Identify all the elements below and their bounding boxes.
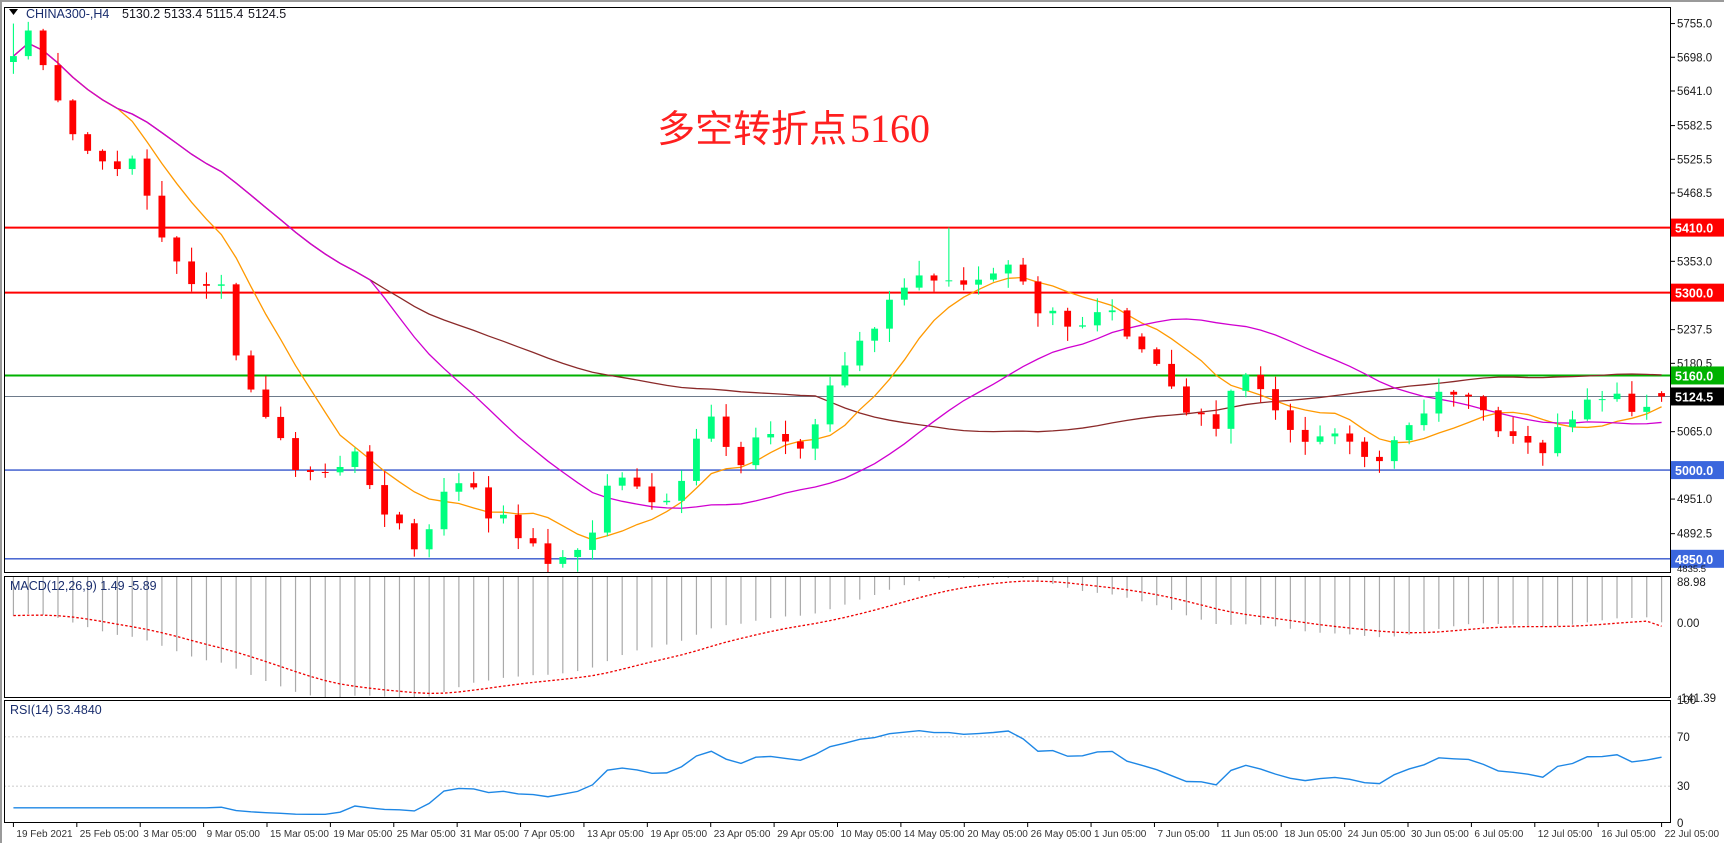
svg-text:5160: 5160 [850,106,930,151]
svg-text:19 Mar 05:00: 19 Mar 05:00 [333,829,392,840]
svg-text:14 May 05:00: 14 May 05:00 [904,829,965,840]
svg-text:10 May 05:00: 10 May 05:00 [841,829,902,840]
svg-text:5237.5: 5237.5 [1677,325,1712,337]
svg-text:5000.0: 5000.0 [1675,464,1713,478]
svg-text:23 Apr 05:00: 23 Apr 05:00 [714,829,771,840]
svg-text:16 Jul 05:00: 16 Jul 05:00 [1601,829,1656,840]
svg-text:9 Mar 05:00: 9 Mar 05:00 [207,829,261,840]
svg-text:6 Jul 05:00: 6 Jul 05:00 [1474,829,1523,840]
svg-text:5133.4: 5133.4 [164,7,202,21]
svg-text:1 Jun 05:00: 1 Jun 05:00 [1094,829,1147,840]
svg-text:RSI(14) 53.4840: RSI(14) 53.4840 [10,703,102,717]
svg-text:3 Mar 05:00: 3 Mar 05:00 [143,829,197,840]
svg-text:24 Jun 05:00: 24 Jun 05:00 [1348,829,1406,840]
svg-text:26 May 05:00: 26 May 05:00 [1031,829,1092,840]
svg-text:20 May 05:00: 20 May 05:00 [967,829,1028,840]
svg-text:30 Jun 05:00: 30 Jun 05:00 [1411,829,1469,840]
svg-text:30: 30 [1677,781,1690,793]
svg-text:18 Jun 05:00: 18 Jun 05:00 [1284,829,1342,840]
svg-text:CHINA300-,H4: CHINA300-,H4 [26,7,109,21]
svg-text:7 Apr 05:00: 7 Apr 05:00 [524,829,576,840]
svg-text:5115.4: 5115.4 [206,7,243,21]
svg-text:5124.5: 5124.5 [248,7,286,21]
svg-text:5124.5: 5124.5 [1675,390,1713,404]
svg-text:12 Jul 05:00: 12 Jul 05:00 [1538,829,1593,840]
svg-text:70: 70 [1677,732,1690,744]
svg-text:22 Jul 05:00: 22 Jul 05:00 [1665,829,1720,840]
svg-text:25 Mar 05:00: 25 Mar 05:00 [397,829,456,840]
svg-text:0.00: 0.00 [1677,618,1699,630]
svg-text:4835.5: 4835.5 [1677,564,1706,575]
svg-text:19 Apr 05:00: 19 Apr 05:00 [650,829,707,840]
svg-text:4951.0: 4951.0 [1677,494,1712,506]
svg-text:5468.5: 5468.5 [1677,188,1712,200]
svg-text:19 Feb 2021: 19 Feb 2021 [16,829,73,840]
svg-text:5160.0: 5160.0 [1675,369,1713,383]
svg-text:29 Apr 05:00: 29 Apr 05:00 [777,829,834,840]
svg-text:5755.0: 5755.0 [1677,19,1712,31]
svg-text:15 Mar 05:00: 15 Mar 05:00 [270,829,329,840]
svg-text:11 Jun 05:00: 11 Jun 05:00 [1221,829,1279,840]
svg-text:5525.5: 5525.5 [1677,154,1712,166]
svg-text:100: 100 [1677,695,1696,707]
svg-text:88.98: 88.98 [1677,577,1706,589]
svg-text:5130.2: 5130.2 [122,7,160,21]
svg-text:5300.0: 5300.0 [1675,287,1713,301]
svg-text:5410.0: 5410.0 [1675,222,1713,236]
svg-text:5641.0: 5641.0 [1677,86,1712,98]
svg-text:4892.5: 4892.5 [1677,529,1712,541]
svg-text:5353.0: 5353.0 [1677,256,1712,268]
svg-text:5698.0: 5698.0 [1677,52,1712,64]
svg-text:31 Mar 05:00: 31 Mar 05:00 [460,829,519,840]
svg-text:13 Apr 05:00: 13 Apr 05:00 [587,829,644,840]
svg-text:MACD(12,26,9) 1.49 -5.89: MACD(12,26,9) 1.49 -5.89 [10,579,157,593]
svg-text:5065.0: 5065.0 [1677,427,1712,439]
svg-text:25 Feb 05:00: 25 Feb 05:00 [80,829,139,840]
svg-text:7 Jun 05:00: 7 Jun 05:00 [1157,829,1210,840]
svg-text:多空转折点: 多空转折点 [657,98,847,153]
svg-text:5582.5: 5582.5 [1677,121,1712,133]
